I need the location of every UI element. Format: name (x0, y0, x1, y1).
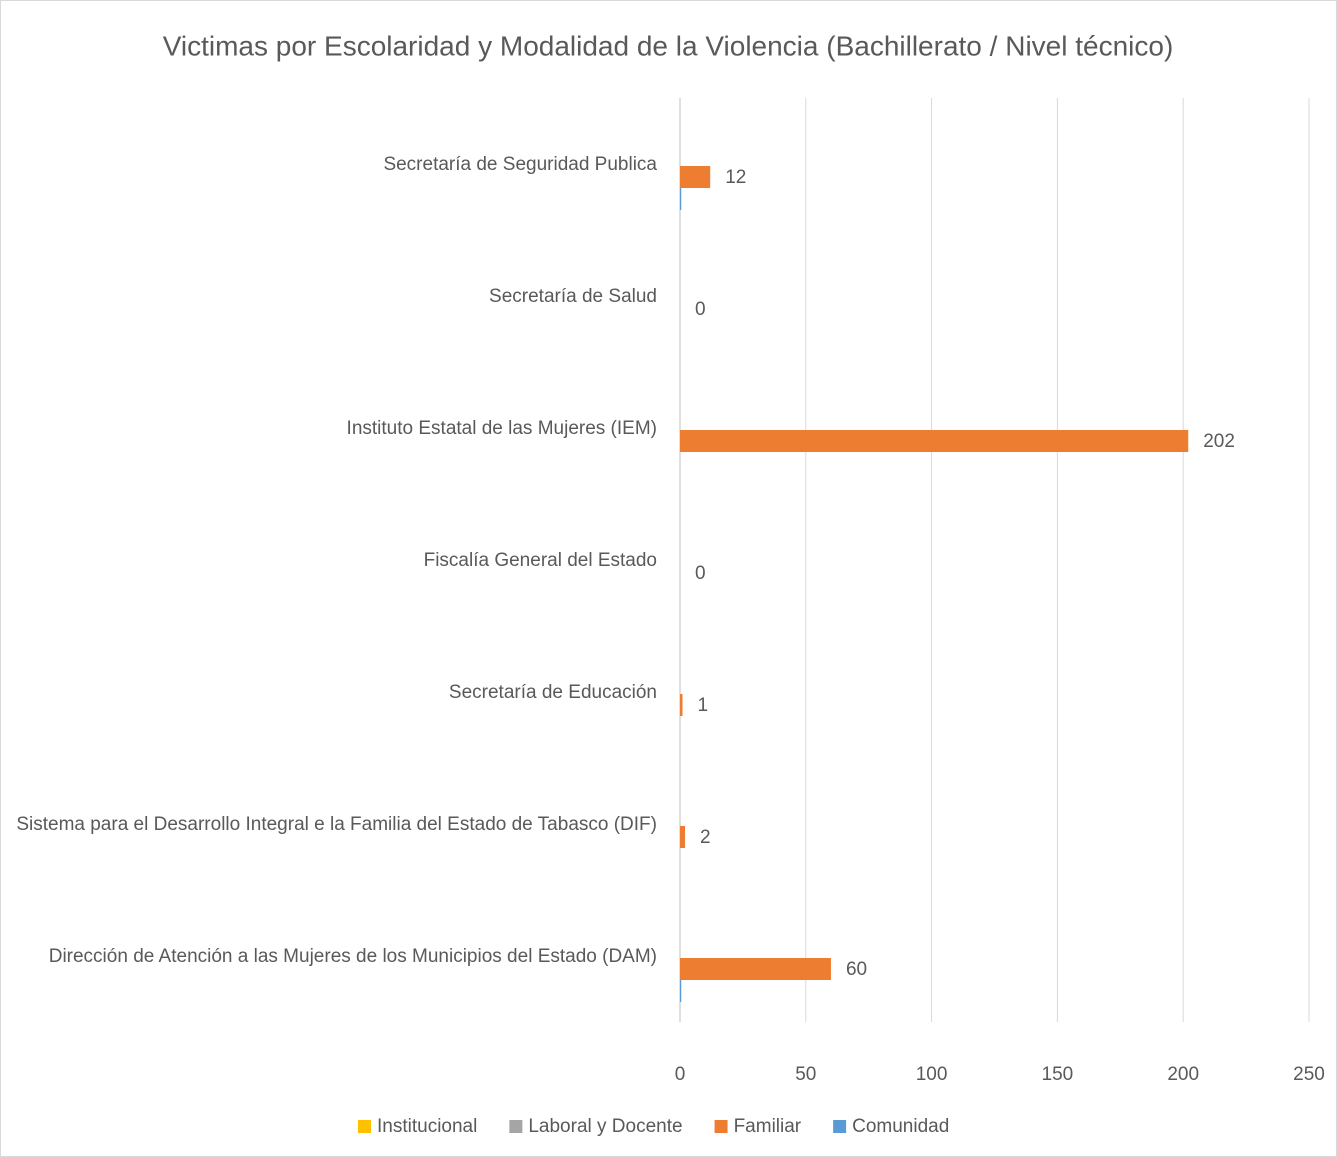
legend-label: Institucional (377, 1116, 477, 1137)
data-label: 0 (695, 299, 706, 320)
x-tick-label: 50 (795, 1064, 816, 1085)
data-label: 60 (846, 959, 867, 980)
category-label: Dirección de Atención a las Mujeres de l… (48, 946, 657, 967)
category-label: Fiscalía General del Estado (423, 550, 657, 571)
bar (680, 826, 686, 848)
data-label: 12 (725, 167, 746, 188)
x-tick-label: 150 (1042, 1064, 1074, 1085)
x-tick-label: 250 (1293, 1064, 1325, 1085)
category-label: Secretaría de Seguridad Publica (383, 154, 657, 175)
data-label: 202 (1203, 431, 1235, 452)
legend-swatch (833, 1120, 847, 1133)
category-label: Secretaría de Educación (448, 682, 657, 703)
legend-swatch (509, 1120, 523, 1133)
x-tick-label: 200 (1167, 1064, 1199, 1085)
legend-label: Laboral y Docente (528, 1116, 682, 1137)
legend-swatch (358, 1120, 371, 1133)
bar (680, 980, 682, 1002)
data-label: 2 (700, 827, 711, 848)
legend-label: Comunidad (852, 1116, 949, 1137)
bar (680, 188, 682, 210)
bar (680, 430, 1189, 452)
category-label: Instituto Estatal de las Mujeres (IEM) (346, 418, 657, 439)
bar (680, 694, 683, 716)
legend-swatch (714, 1120, 728, 1133)
data-label: 0 (695, 563, 706, 584)
chart-title: Victimas por Escolaridad y Modalidad de … (163, 30, 1174, 61)
category-label: Secretaría de Salud (489, 286, 657, 307)
category-label: Sistema para el Desarrollo Integral e la… (16, 814, 657, 835)
bar (680, 958, 831, 980)
legend-label: Familiar (734, 1116, 802, 1137)
data-label: 1 (698, 695, 709, 716)
x-tick-label: 100 (916, 1064, 948, 1085)
bar (680, 166, 711, 188)
x-tick-label: 0 (675, 1064, 686, 1085)
